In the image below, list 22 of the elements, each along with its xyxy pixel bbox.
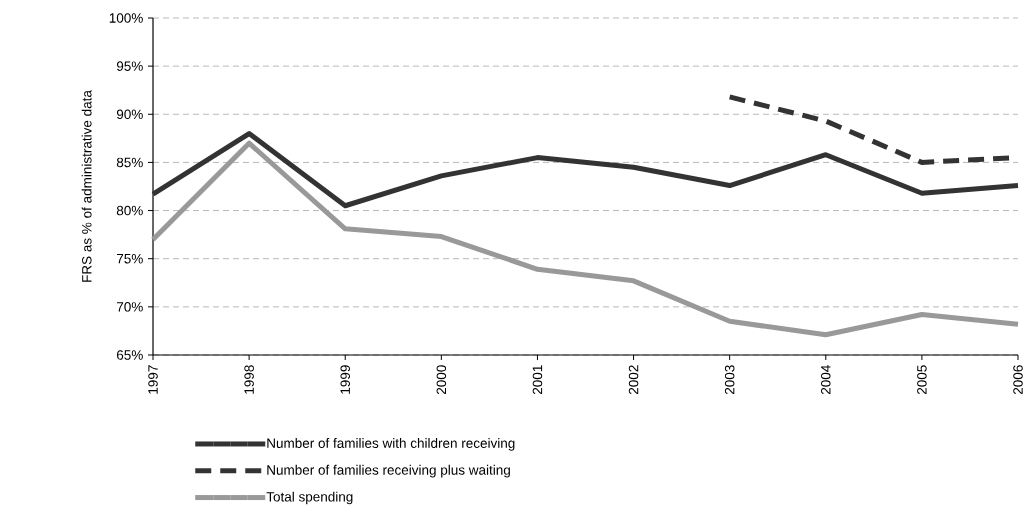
x-tick-label: 2002 (628, 365, 639, 395)
x-tick-label: 2004 (821, 365, 831, 395)
x-tick-label: 2000 (436, 365, 447, 395)
y-tick-label: 75% (116, 253, 143, 264)
x-tick-label: 2001 (532, 365, 543, 395)
y-tick-label: 90% (116, 109, 143, 120)
legend-label: Number of families receiving plus waiting (267, 464, 510, 478)
x-tick-label: 2006 (1013, 365, 1023, 395)
y-tick-label: 85% (116, 157, 143, 168)
y-tick-label: 65% (116, 350, 143, 360)
x-tick-label: 1998 (244, 365, 254, 394)
x-tick-label: 2005 (917, 365, 927, 395)
x-tick-label: 1997 (148, 365, 158, 394)
y-tick-label: 95% (116, 61, 143, 71)
x-tick-label: 1999 (340, 365, 350, 394)
legend-label: Total spending (266, 491, 353, 505)
x-tick-label: 2003 (724, 365, 735, 395)
y-axis-title: FRS as % of administrative data (81, 90, 92, 282)
y-tick-label: 80% (116, 205, 143, 216)
y-tick-label: 70% (116, 302, 143, 312)
legend-label: Number of families with children receiving (267, 438, 515, 451)
y-tick-label: 100% (109, 13, 143, 23)
